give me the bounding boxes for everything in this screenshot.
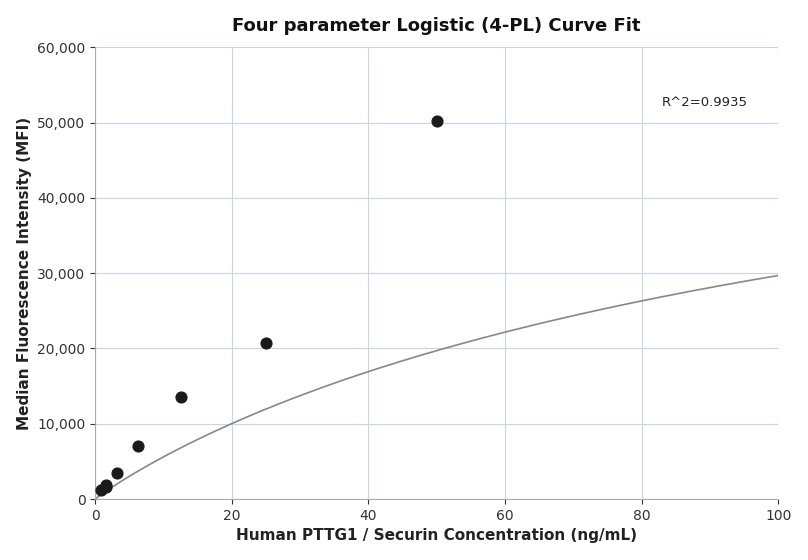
Point — [430, 116, 443, 125]
Point — [99, 483, 112, 492]
Point — [94, 486, 107, 494]
X-axis label: Human PTTG1 / Securin Concentration (ng/mL): Human PTTG1 / Securin Concentration (ng/… — [236, 528, 638, 543]
Point — [110, 468, 123, 477]
Point — [174, 393, 187, 402]
Point — [259, 339, 272, 348]
Title: Four parameter Logistic (4-PL) Curve Fit: Four parameter Logistic (4-PL) Curve Fit — [233, 17, 641, 35]
Y-axis label: Median Fluorescence Intensity (MFI): Median Fluorescence Intensity (MFI) — [17, 116, 32, 430]
Text: R^2=0.9935: R^2=0.9935 — [662, 96, 747, 109]
Point — [132, 442, 145, 451]
Point — [99, 480, 112, 489]
